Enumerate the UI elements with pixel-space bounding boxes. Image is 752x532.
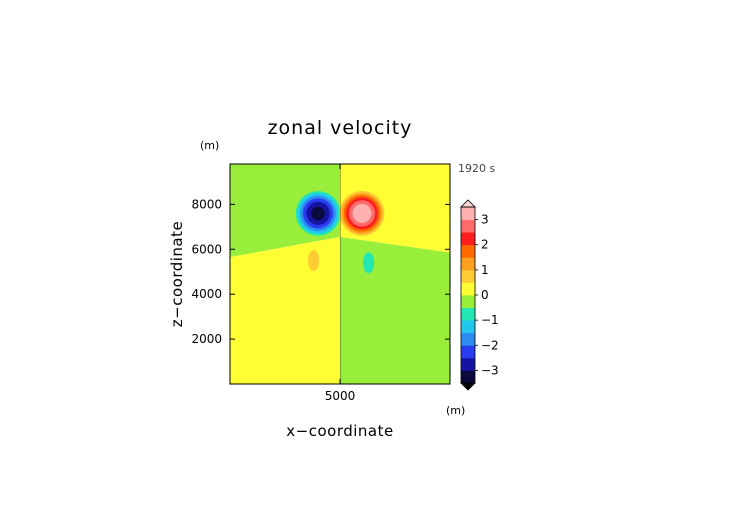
z-tick-label: 2000 [191, 332, 222, 346]
z-unit-label: (m) [200, 139, 219, 152]
colorbar-swatch [461, 320, 475, 334]
contour-level [352, 203, 372, 223]
colorbar-tick-label: 0 [481, 288, 489, 302]
colorbar-underflow-arrow [460, 382, 476, 391]
colorbar-swatch [461, 307, 475, 321]
contour-level [311, 206, 325, 221]
colorbar-swatch [461, 219, 475, 233]
colorbar-overflow-arrow [460, 199, 476, 208]
x-axis-label: x−coordinate [286, 422, 393, 440]
field-region-lower-left [230, 236, 340, 384]
x-unit-label: (m) [446, 404, 465, 417]
colorbar-tick-label: −3 [481, 363, 499, 377]
z-axis-label: z−coordinate [168, 221, 186, 327]
contour-level [308, 249, 320, 272]
colorbar-swatch [461, 232, 475, 246]
vortex-negative-0 [295, 191, 341, 236]
velocity-field [230, 164, 450, 384]
colorbar-swatch [461, 207, 475, 220]
colorbar-swatch [461, 269, 475, 283]
time-label: 1920 s [458, 162, 495, 175]
colorbar-swatch [461, 282, 475, 296]
blob-negative-3 [363, 252, 375, 274]
x-axis: 5000 [325, 164, 356, 403]
colorbar-swatch [461, 345, 475, 359]
colorbar-tick-label: 1 [481, 263, 489, 277]
plot-area [229, 163, 451, 385]
z-axis: 2000 4000 6000 8000 [191, 197, 450, 346]
colorbar-tick-label: −2 [481, 338, 499, 352]
vortex-positive-1 [339, 190, 385, 236]
colorbar-swatch [461, 332, 475, 346]
colorbar-tick-label: −1 [481, 313, 499, 327]
z-tick-label: 4000 [191, 287, 222, 301]
contour-level [363, 252, 375, 274]
colorbar-tick-label: 2 [481, 238, 489, 252]
chart-title: zonal velocity [268, 117, 413, 139]
colorbar: 3 2 1 0 −1 −2 −3 [460, 199, 499, 391]
colorbar-swatch [461, 244, 475, 258]
x-tick-label: 5000 [325, 389, 356, 403]
colorbar-swatch [461, 370, 475, 384]
colorbar-swatch [461, 257, 475, 271]
colorbar-swatch [461, 357, 475, 371]
z-tick-label: 8000 [191, 197, 222, 211]
z-tick-label: 6000 [191, 242, 222, 256]
colorbar-swatch [461, 295, 475, 308]
colorbar-tick-label: 3 [481, 213, 489, 227]
field-region-lower-right [340, 236, 450, 384]
blob-positive-2 [308, 249, 320, 272]
